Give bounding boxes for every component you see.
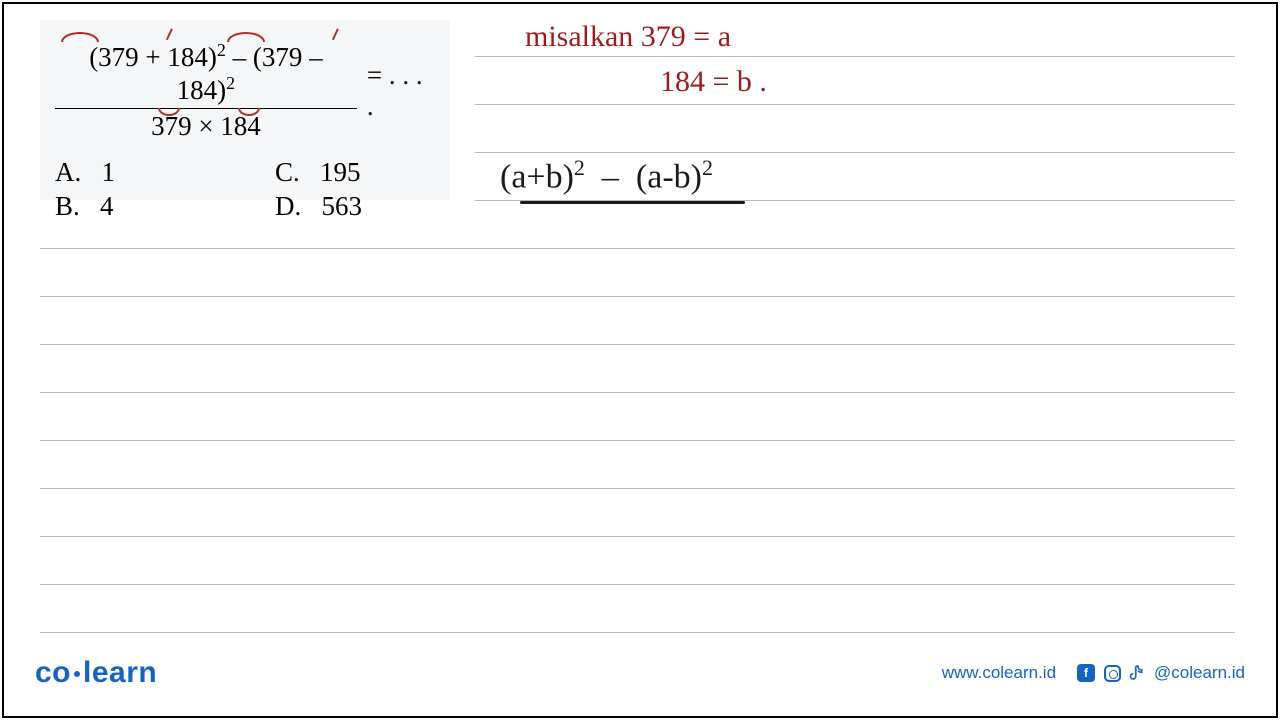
numerator: (379 + 184)2 – (379 – 184)2 xyxy=(55,40,357,106)
tiktok-icon xyxy=(1128,663,1148,683)
handwriting-underline xyxy=(520,201,745,204)
social-handle: @colearn.id xyxy=(1154,663,1245,683)
social-icons: f @colearn.id xyxy=(1076,663,1245,683)
option-d: D. 563 xyxy=(275,191,362,222)
denominator: 379 × 184 xyxy=(55,111,357,142)
footer: colearn www.colearn.id f @colearn.id xyxy=(0,656,1280,690)
equals-text: = . . . . xyxy=(367,60,435,122)
problem-box: (379 + 184)2 – (379 – 184)2 379 × 184 = … xyxy=(40,20,450,200)
logo: colearn xyxy=(35,656,157,690)
option-a: A. 1 xyxy=(55,157,275,188)
options: A. 1 C. 195 B. 4 D. 563 xyxy=(55,157,435,222)
instagram-icon xyxy=(1102,663,1122,683)
handwriting-line1: misalkan 379 = a xyxy=(525,20,731,54)
website-url: www.colearn.id xyxy=(942,663,1056,683)
fraction: (379 + 184)2 – (379 – 184)2 379 × 184 xyxy=(55,40,357,142)
facebook-icon: f xyxy=(1076,663,1096,683)
handwriting-line2: 184 = b . xyxy=(660,65,767,99)
handwriting-line3: (a+b)2 – (a-b)2 xyxy=(500,155,713,196)
option-c: C. 195 xyxy=(275,157,361,188)
option-b: B. 4 xyxy=(55,191,275,222)
